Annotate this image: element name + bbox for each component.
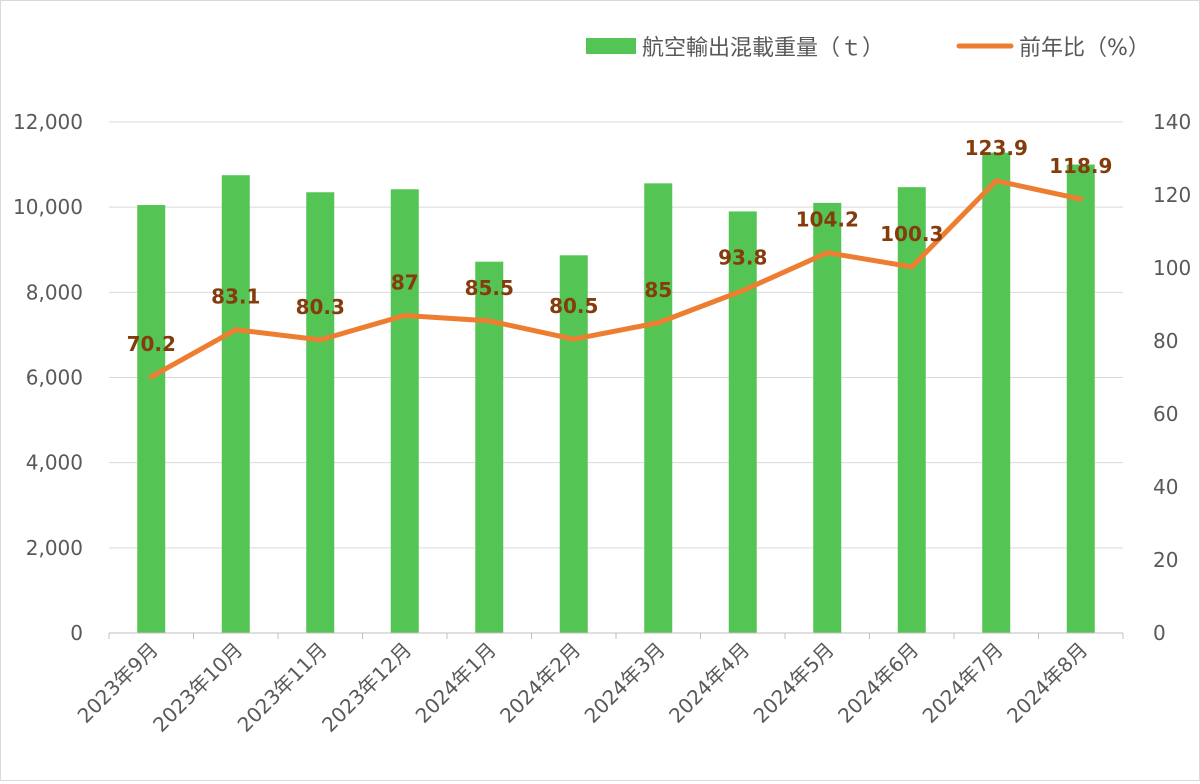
x-tick-label: 2023年9月 xyxy=(73,638,163,728)
bar xyxy=(813,203,841,633)
x-tick-label: 2024年6月 xyxy=(833,638,923,728)
data-label: 83.1 xyxy=(211,285,260,309)
axes: 0 2,000 4,000 6,000 8,000 10,000 12,000 0 20 40 60… xyxy=(13,110,1191,737)
bar xyxy=(137,205,165,633)
data-label: 85.5 xyxy=(465,276,514,300)
data-label: 80.3 xyxy=(296,295,345,319)
bar xyxy=(222,175,250,633)
x-tick-label: 2024年1月 xyxy=(411,638,501,728)
y-left-tick-label: 4,000 xyxy=(26,451,83,475)
bar xyxy=(644,183,672,633)
x-tick-label: 2024年2月 xyxy=(495,638,585,728)
data-label: 85 xyxy=(644,278,672,302)
x-tick-label: 2024年3月 xyxy=(580,638,670,728)
data-label: 93.8 xyxy=(718,246,767,270)
yoy-line xyxy=(151,181,1081,377)
y-right-tick-label: 120 xyxy=(1153,183,1191,207)
bar xyxy=(475,262,503,633)
y-right-tick-label: 80 xyxy=(1153,329,1178,353)
legend-label-bar: 航空輸出混載重量（ｔ） xyxy=(642,36,884,61)
x-tick-label: 2023年12月 xyxy=(317,638,416,737)
y-left-tick-label: 10,000 xyxy=(13,195,83,219)
x-tick-label: 2023年10月 xyxy=(148,638,247,737)
legend-swatch-bar xyxy=(586,38,636,54)
y-right-tick-label: 20 xyxy=(1153,548,1178,572)
y-right-tick-label: 40 xyxy=(1153,475,1178,499)
bar xyxy=(982,153,1010,633)
data-label: 87 xyxy=(391,270,419,294)
line-series xyxy=(151,181,1081,377)
y-left-tick-label: 2,000 xyxy=(26,536,83,560)
y-left-tick-label: 8,000 xyxy=(26,280,83,304)
data-label: 100.3 xyxy=(880,222,943,246)
legend-label-line: 前年比（%） xyxy=(1019,36,1150,61)
data-labels: 70.2 83.1 80.3 87 85.5 80.5 85 93.8 104.2 100.3 12… xyxy=(127,136,1113,356)
y-right-tick-label: 0 xyxy=(1153,621,1166,645)
data-label: 80.5 xyxy=(549,294,598,318)
data-label: 123.9 xyxy=(965,136,1028,160)
data-label: 104.2 xyxy=(796,208,859,232)
legend: 航空輸出混載重量（ｔ） 前年比（%） xyxy=(586,36,1150,61)
data-label: 70.2 xyxy=(127,332,176,356)
x-tick-label: 2023年11月 xyxy=(233,638,332,737)
bar xyxy=(1067,165,1095,633)
bar xyxy=(306,192,334,633)
y-right-tick-label: 140 xyxy=(1153,110,1191,134)
data-label: 118.9 xyxy=(1049,154,1112,178)
bar xyxy=(729,211,757,633)
x-tick-label: 2024年7月 xyxy=(918,638,1008,728)
y-left-tick-label: 6,000 xyxy=(26,366,83,390)
x-tick-label: 2024年8月 xyxy=(1002,638,1092,728)
y-left-tick-label: 0 xyxy=(70,621,83,645)
y-right-tick-label: 60 xyxy=(1153,402,1178,426)
bar xyxy=(391,189,419,633)
x-tick-label: 2024年5月 xyxy=(749,638,839,728)
x-tick-label: 2024年4月 xyxy=(664,638,754,728)
y-right-tick-label: 100 xyxy=(1153,256,1191,280)
y-left-tick-label: 12,000 xyxy=(13,110,83,134)
